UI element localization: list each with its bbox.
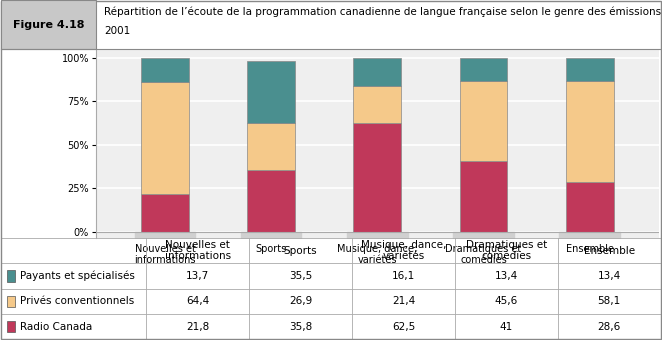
Bar (7, 295, 15, 307)
Text: Sports: Sports (284, 246, 318, 256)
Text: 64,4: 64,4 (186, 296, 209, 306)
Text: 35,8: 35,8 (289, 322, 312, 332)
Bar (459, 58, 507, 81)
Bar (354, 123, 401, 232)
Text: Radio Canada: Radio Canada (20, 322, 92, 332)
Text: Payants et spécialisés: Payants et spécialisés (20, 271, 134, 281)
Text: 13,4: 13,4 (495, 271, 518, 281)
Bar (141, 82, 189, 194)
Text: Figure 4.18: Figure 4.18 (13, 20, 85, 30)
Bar (248, 123, 295, 170)
Text: Nouvelles et
informations: Nouvelles et informations (165, 240, 231, 261)
Bar (566, 81, 614, 182)
Bar (7, 270, 15, 282)
Bar (141, 194, 189, 232)
Text: 41: 41 (500, 322, 513, 332)
Text: 45,6: 45,6 (495, 296, 518, 306)
Bar (459, 81, 507, 160)
Text: Privés conventionnels: Privés conventionnels (20, 296, 134, 306)
Text: 26,9: 26,9 (289, 296, 312, 306)
Text: 2001: 2001 (104, 26, 130, 35)
Text: 21,4: 21,4 (392, 296, 415, 306)
Text: Musique, dance,
variétés: Musique, dance, variétés (361, 240, 446, 261)
Text: 62,5: 62,5 (392, 322, 415, 332)
Bar (354, 58, 401, 86)
Bar (141, 58, 189, 82)
Text: 58,1: 58,1 (598, 296, 621, 306)
Text: Dramatiques et
comédies: Dramatiques et comédies (466, 240, 547, 261)
Bar (566, 58, 614, 81)
Text: 16,1: 16,1 (392, 271, 415, 281)
Bar (248, 170, 295, 232)
Bar (354, 86, 401, 123)
Text: 13,4: 13,4 (598, 271, 621, 281)
Text: Ensemble: Ensemble (584, 246, 635, 256)
Text: 21,8: 21,8 (186, 322, 209, 332)
Text: Répartition de l’écoute de la programmation canadienne de langue française selon: Répartition de l’écoute de la programmat… (104, 7, 662, 17)
Text: 35,5: 35,5 (289, 271, 312, 281)
Bar (459, 160, 507, 232)
Text: 28,6: 28,6 (598, 322, 621, 332)
Bar (7, 321, 15, 333)
Text: 13,7: 13,7 (186, 271, 209, 281)
Bar (248, 61, 295, 123)
Bar (566, 182, 614, 232)
